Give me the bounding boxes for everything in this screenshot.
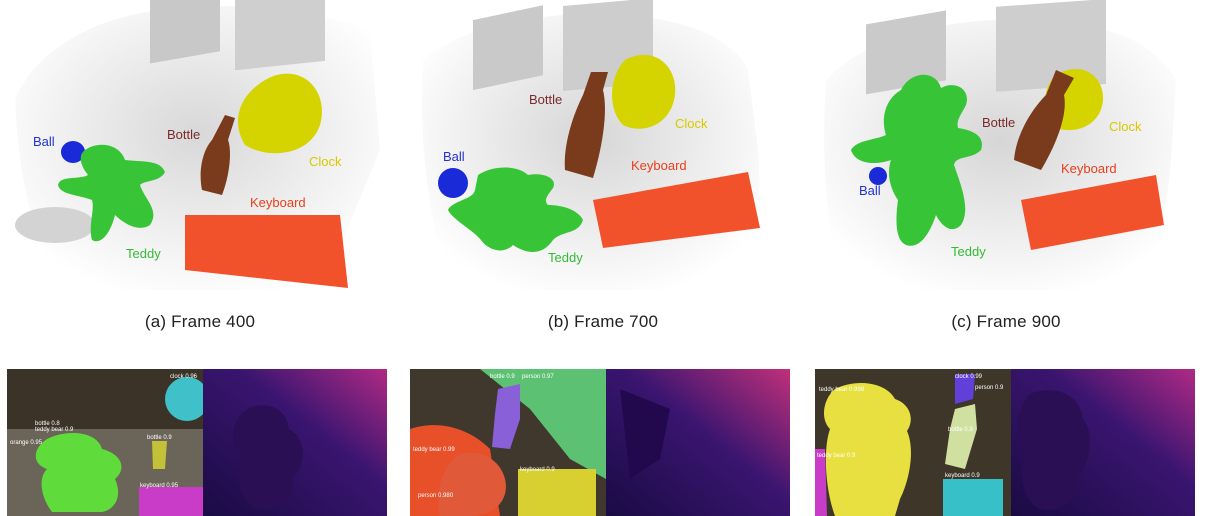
- label-ball: Ball: [443, 149, 465, 164]
- clock-object: [611, 54, 676, 129]
- det-label-b-2: teddy bear 0.99: [413, 447, 455, 453]
- det-label-c-3: bottle 0.9: [948, 427, 973, 433]
- bottle-object: [200, 115, 235, 195]
- label-ball: Ball: [33, 134, 55, 149]
- depth-teddy-silhouette: [232, 405, 303, 510]
- seg-bottle: [492, 384, 520, 449]
- det-label-b-0: bottle 0.9: [490, 374, 515, 380]
- label-keyboard: Keyboard: [1061, 161, 1117, 176]
- reconstruction-frame-900: Ball Bottle Clock Keyboard Teddy: [806, 0, 1205, 305]
- seg-person: [480, 369, 606, 479]
- keyboard-object: [1021, 175, 1164, 250]
- det-label-b-1: person 0.97: [522, 374, 554, 380]
- label-teddy: Teddy: [951, 244, 986, 259]
- teddy-object: [58, 144, 165, 242]
- bottle-object: [564, 72, 608, 178]
- det-label-c-1: clock 0.99: [955, 374, 983, 380]
- det-label-c-5: teddy bear 0.9: [817, 453, 856, 459]
- label-ball: Ball: [859, 183, 881, 198]
- det-label-a-1: teddy bear 0.9: [35, 427, 74, 433]
- clock-object: [237, 73, 322, 154]
- monitor-shape: [235, 0, 325, 71]
- detection-depth-strip-b: bottle 0.9 person 0.97 teddy bear 0.99 k…: [410, 369, 790, 516]
- reconstruction-frame-400: Ball Bottle Clock Keyboard Teddy: [0, 0, 400, 305]
- seg-keyboard: [139, 487, 203, 516]
- depth-object-silhouette: [620, 389, 670, 479]
- label-bottle: Bottle: [982, 115, 1015, 130]
- det-label-a-2: orange 0.95: [10, 440, 43, 446]
- keyboard-object: [185, 215, 348, 288]
- ball-object: [438, 168, 468, 198]
- strip-b-image: bottle 0.9 person 0.97 teddy bear 0.99 k…: [410, 369, 790, 516]
- caption-frame-900: (c) Frame 900: [951, 312, 1061, 331]
- bottle-object: [1014, 70, 1074, 170]
- label-keyboard: Keyboard: [631, 158, 687, 173]
- seg-keyboard: [943, 479, 1003, 516]
- ball-object: [869, 167, 887, 185]
- det-label-c-4: keyboard 0.9: [945, 473, 980, 479]
- seg-clock: [165, 377, 209, 421]
- reconstruction-scene-c: Ball Bottle Clock Keyboard Teddy: [824, 0, 1176, 290]
- label-keyboard: Keyboard: [250, 195, 306, 210]
- desk-chair-shape: [15, 207, 95, 243]
- label-clock: Clock: [1109, 119, 1142, 134]
- label-bottle: Bottle: [529, 92, 562, 107]
- det-label-c-0: teddy bear 0.998: [819, 387, 865, 393]
- det-label-a-4: bottle 0.9: [147, 435, 172, 441]
- reconstruction-scene-a: Ball Bottle Clock Keyboard Teddy: [15, 0, 380, 290]
- seg-teddy: [35, 433, 122, 512]
- det-label-a-5: keyboard 0.95: [140, 483, 179, 489]
- detection-depth-strip-c: teddy bear 0.998 clock 0.99 person 0.9 b…: [815, 369, 1195, 516]
- monitor-shape: [866, 10, 946, 95]
- label-clock: Clock: [675, 116, 708, 131]
- seg-clock: [955, 374, 975, 404]
- label-teddy: Teddy: [548, 250, 583, 265]
- keyboard-object: [593, 172, 760, 248]
- seg-bottle: [152, 441, 167, 469]
- seg-teddy: [823, 383, 911, 516]
- strip-c-image: teddy bear 0.998 clock 0.99 person 0.9 b…: [815, 369, 1195, 516]
- det-label-a-3: bottle 0.8: [35, 421, 60, 427]
- detection-depth-strip-a: clock 0.96 teddy bear 0.9 orange 0.95 bo…: [7, 369, 387, 516]
- reconstruction-frame-700: Ball Bottle Clock Keyboard Teddy: [403, 0, 803, 305]
- label-clock: Clock: [309, 154, 342, 169]
- depth-teddy-silhouette: [1017, 390, 1090, 510]
- ball-object: [61, 141, 85, 163]
- label-bottle: Bottle: [167, 127, 200, 142]
- seg-bottle: [945, 404, 977, 469]
- caption-frame-400: (a) Frame 400: [144, 312, 256, 331]
- teddy-object: [851, 74, 982, 246]
- caption-frame-700: (b) Frame 700: [547, 312, 659, 331]
- reconstruction-scene-b: Ball Bottle Clock Keyboard Teddy: [422, 0, 760, 290]
- seg-teddy: [438, 452, 506, 516]
- monitor-shape: [996, 0, 1106, 92]
- det-label-b-4: person 0.980: [418, 493, 454, 499]
- seg-keyboard: [518, 469, 596, 516]
- seg-person: [815, 449, 827, 516]
- det-label-b-3: keyboard 0.9: [520, 467, 555, 473]
- det-label-a-0: clock 0.96: [170, 374, 198, 380]
- strip-a-image: clock 0.96 teddy bear 0.9 orange 0.95 bo…: [7, 369, 387, 516]
- teddy-object: [448, 167, 583, 252]
- monitor-shape: [150, 0, 220, 64]
- monitor-shape: [473, 5, 543, 91]
- label-teddy: Teddy: [126, 246, 161, 261]
- det-label-c-2: person 0.9: [975, 385, 1004, 391]
